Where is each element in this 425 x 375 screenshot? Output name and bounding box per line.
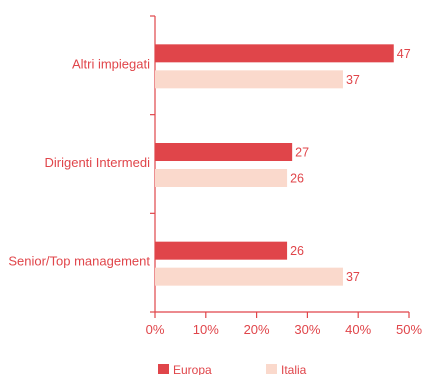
data-label: 37 — [346, 73, 360, 87]
legend-swatch-europa — [158, 364, 169, 374]
x-tick-label: 10% — [193, 322, 219, 337]
bar-europa — [155, 241, 288, 260]
x-tick-label: 50% — [396, 322, 422, 337]
category-label: Altri impiegati — [72, 56, 150, 71]
x-tick-label: 40% — [345, 322, 371, 337]
legend: Europa Italia — [158, 363, 307, 375]
data-label: 26 — [290, 172, 304, 186]
data-label: 47 — [397, 47, 411, 61]
category-labels: Altri impiegati Dirigenti Intermedi Senior… — [8, 56, 150, 268]
axes — [150, 15, 409, 313]
data-label: 27 — [295, 146, 309, 160]
legend-label: Europa — [173, 363, 212, 375]
bar-europa — [155, 143, 293, 161]
bar-europa — [155, 44, 394, 63]
bar-italia — [155, 70, 343, 89]
bars: 47 37 27 26 26 37 — [155, 44, 411, 286]
data-label: 37 — [346, 270, 360, 284]
x-tick-label: 30% — [294, 322, 320, 337]
bar-italia — [155, 169, 288, 187]
legend-swatch-italia — [266, 364, 277, 374]
x-tick-label: 20% — [244, 322, 270, 337]
legend-label: Italia — [281, 363, 307, 375]
category-label: Senior/Top management — [8, 254, 150, 269]
category-label: Dirigenti Intermedi — [45, 155, 151, 170]
bar-italia — [155, 267, 343, 286]
x-axis-ticks: 0% 10% 20% 30% 40% 50% — [146, 312, 422, 337]
x-tick-label: 0% — [146, 322, 165, 337]
data-label: 26 — [290, 244, 304, 258]
